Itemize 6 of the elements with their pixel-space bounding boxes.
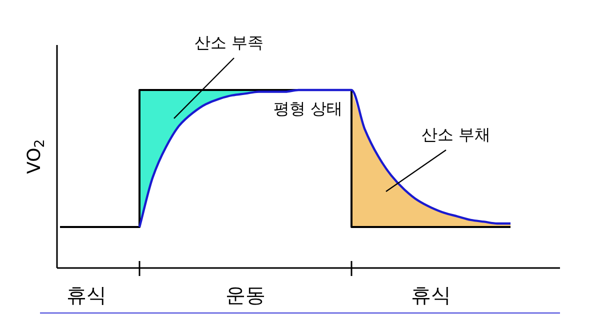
annotation: 평형 상태: [273, 99, 343, 118]
x-tick-label: 휴식: [411, 283, 451, 307]
x-tick-label: 휴식: [66, 283, 106, 307]
x-tick-label: 운동: [226, 283, 266, 307]
text: 산소 부채: [421, 125, 491, 144]
text: 산소 부족: [194, 33, 264, 52]
